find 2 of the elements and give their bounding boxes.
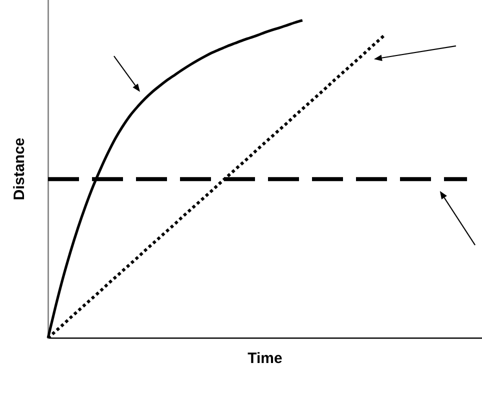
y-axis-title: Distance: [11, 138, 28, 200]
x-axis-title: Time: [248, 350, 282, 368]
